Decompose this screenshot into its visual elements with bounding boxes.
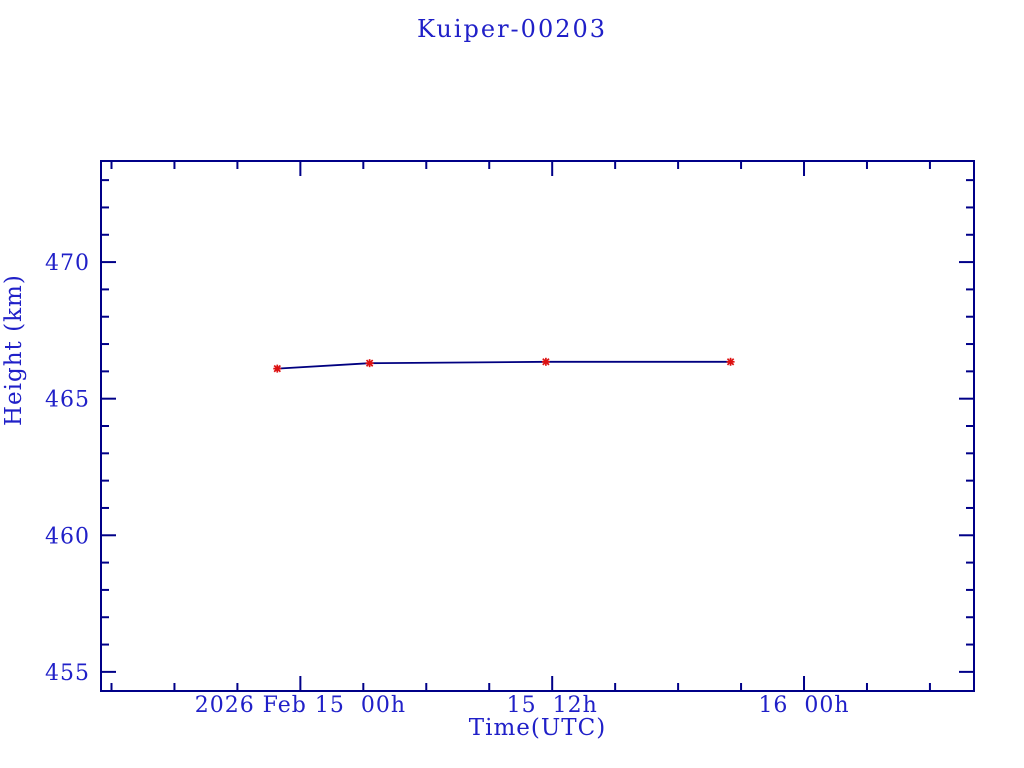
- marker-stroke: [365, 359, 374, 367]
- y-tick-label: 455: [45, 661, 90, 686]
- data-point-marker: [541, 357, 550, 366]
- y-tick-label: 465: [45, 388, 90, 413]
- x-tick-label: 2026 Feb 15 00h: [195, 693, 406, 718]
- x-tick-label: 16 00h: [758, 693, 849, 718]
- x-axis-title: Time(UTC): [468, 715, 607, 741]
- data-point-marker: [273, 364, 282, 373]
- marker-stroke: [726, 358, 735, 366]
- data-point-marker: [365, 359, 374, 368]
- height-line: [277, 360, 731, 370]
- marker-stroke: [273, 364, 281, 373]
- x-tick-label: 15 12h: [507, 693, 598, 718]
- marker-stroke: [542, 358, 550, 366]
- y-tick-label: 470: [45, 251, 90, 276]
- data-point-marker: [726, 357, 735, 366]
- y-tick-label: 460: [45, 524, 90, 549]
- plot-border: [100, 160, 975, 692]
- chart-title: Kuiper-00203: [416, 15, 608, 43]
